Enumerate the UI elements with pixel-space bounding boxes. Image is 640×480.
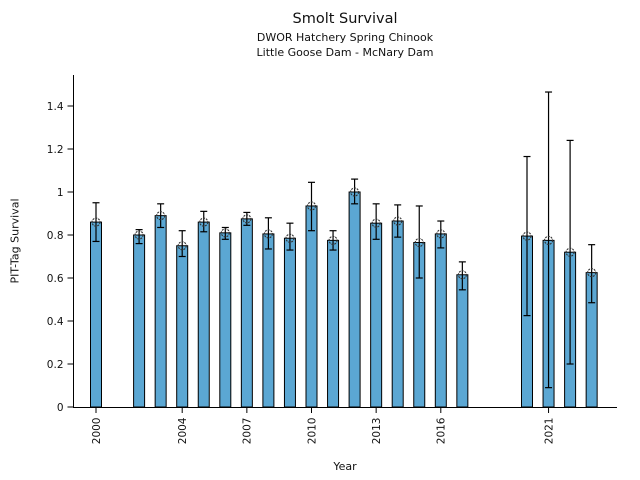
bar-2017 (456, 274, 469, 408)
bar-2005 (197, 221, 210, 408)
y-tick-label: 0.2 (47, 359, 64, 371)
bar-2011 (327, 239, 340, 408)
y-tick-label: 0.6 (47, 273, 64, 285)
chart-title: Smolt Survival (292, 11, 398, 27)
point-marker-2000 (91, 217, 101, 227)
point-marker-2004 (177, 241, 187, 251)
bar-2004 (176, 245, 189, 408)
x-tick-label: 2013 (371, 418, 383, 445)
point-marker-2023 (587, 268, 597, 278)
bar-2000 (90, 221, 102, 408)
x-tick-label: 2010 (306, 418, 318, 445)
point-marker-2020 (522, 231, 532, 241)
point-marker-2008 (263, 229, 273, 239)
y-tick-label: 1.2 (47, 144, 64, 156)
bar-2010 (305, 205, 318, 408)
point-marker-2009 (285, 233, 295, 243)
x-tick-label: 2021 (543, 418, 555, 445)
bar-2008 (262, 233, 275, 408)
bar-2016 (434, 233, 447, 408)
chart-subtitle-reach: Little Goose Dam - McNary Dam (256, 46, 434, 59)
point-marker-2011 (328, 235, 338, 245)
point-marker-2012 (350, 187, 360, 197)
point-marker-2015 (414, 237, 424, 248)
point-marker-2013 (371, 218, 381, 228)
point-marker-2016 (436, 229, 446, 239)
bar-2002 (133, 234, 146, 408)
bar-2003 (154, 215, 167, 408)
point-marker-2014 (393, 216, 403, 226)
y-tick-label: 1.4 (47, 101, 64, 113)
y-tick-label: 0.4 (47, 316, 64, 328)
point-marker-2006 (220, 228, 230, 238)
point-marker-2002 (134, 230, 144, 240)
bar-2014 (391, 220, 404, 408)
point-marker-2007 (242, 214, 252, 224)
x-tick-label: 2000 (91, 418, 103, 445)
x-axis-label: Year (333, 460, 357, 473)
bar-2012 (348, 191, 361, 408)
bar-2007 (240, 218, 253, 408)
x-tick-label: 2004 (177, 417, 189, 444)
bar-2009 (283, 237, 296, 408)
point-marker-2022 (565, 247, 575, 257)
y-tick-label: 0.8 (47, 230, 64, 242)
point-marker-2017 (457, 270, 467, 280)
y-tick-label: 0 (57, 402, 64, 414)
point-marker-2005 (199, 217, 209, 227)
point-marker-2021 (543, 235, 554, 245)
bar-2006 (219, 232, 232, 408)
x-tick-label: 2016 (436, 417, 448, 444)
bar-2013 (370, 222, 383, 408)
point-marker-2010 (306, 201, 317, 211)
x-tick-label: 2007 (242, 418, 254, 445)
y-tick-label: 1 (57, 187, 64, 199)
chart-subtitle-hatchery: DWOR Hatchery Spring Chinook (256, 31, 434, 44)
point-marker-2003 (156, 211, 166, 221)
